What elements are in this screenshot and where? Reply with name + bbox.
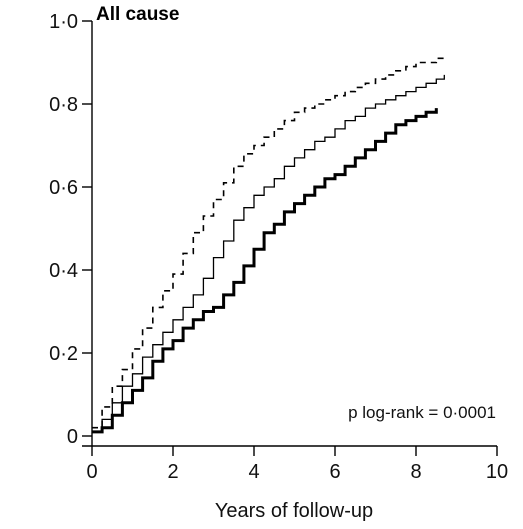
x-tick-label: 8 bbox=[410, 461, 421, 483]
y-tick-label: 0·2 bbox=[49, 343, 78, 365]
chart-title: All cause bbox=[96, 4, 179, 25]
x-tick-label: 4 bbox=[248, 461, 259, 483]
x-axis-title: Years of follow-up bbox=[215, 500, 373, 522]
y-tick-label: 0·6 bbox=[49, 177, 78, 199]
series-line-2 bbox=[92, 74, 445, 433]
series-line-3 bbox=[92, 108, 438, 434]
y-tick-label: 1·0 bbox=[49, 11, 78, 33]
y-tick-label: 0·4 bbox=[49, 260, 78, 282]
p-value-annotation: p log-rank = 0·0001 bbox=[348, 403, 496, 422]
x-tick-label: 0 bbox=[86, 461, 97, 483]
y-tick-label: 0·8 bbox=[49, 94, 78, 116]
x-tick-label: 6 bbox=[329, 461, 340, 483]
series-layer bbox=[92, 57, 445, 434]
x-tick-label: 2 bbox=[167, 461, 178, 483]
axes: 0 0·2 0·4 0·6 0·8 1·0 0 2 4 6 8 10 bbox=[49, 11, 508, 483]
series-line-1 bbox=[92, 57, 445, 429]
x-tick-label: 10 bbox=[486, 461, 508, 483]
y-tick-label: 0 bbox=[67, 426, 78, 448]
